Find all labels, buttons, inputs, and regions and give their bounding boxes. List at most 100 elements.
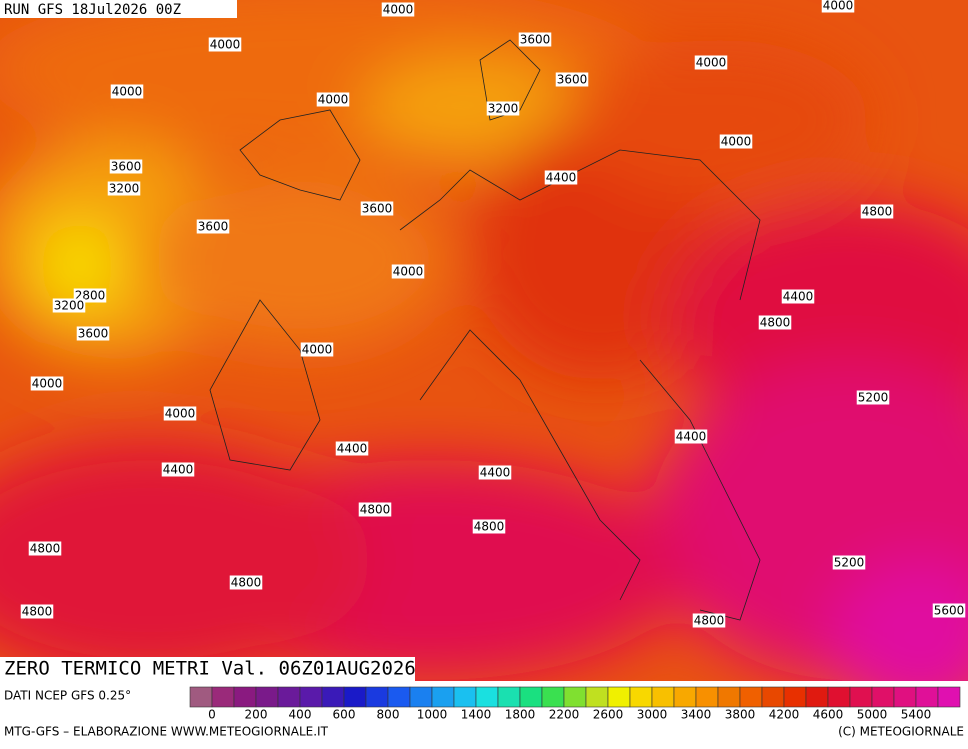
- header-box: [0, 0, 237, 18]
- colorbar-tick-label: 3400: [681, 708, 712, 722]
- contour-label-box: [109, 159, 143, 174]
- colorbar-swatch: [717, 686, 741, 708]
- colorbar-swatch: [343, 686, 367, 708]
- contour-label: 4400: [337, 442, 368, 456]
- colorbar-tick-label: 2200: [549, 708, 580, 722]
- contour-label: 5200: [858, 391, 889, 405]
- colorbar-swatch: [607, 686, 631, 708]
- colorbar-swatch: [849, 686, 873, 708]
- colorbar-tick-label: 4200: [769, 708, 800, 722]
- contour-label: 4400: [163, 463, 194, 477]
- contour-label-box: [52, 298, 86, 313]
- contour-label-box: [107, 181, 141, 196]
- contour-label-box: [76, 326, 110, 341]
- contour-label-box: [196, 219, 230, 234]
- contour-label: 3600: [78, 327, 109, 341]
- colorbar-swatch: [673, 686, 697, 708]
- colorbar-swatch: [563, 686, 587, 708]
- colorbar-swatch: [255, 686, 279, 708]
- colorbar-tick-label: 4600: [813, 708, 844, 722]
- contour-label-box: [20, 604, 54, 619]
- contour-label-box: [163, 406, 197, 421]
- colorbar-tick-label: 1000: [417, 708, 448, 722]
- colorbar-tick-label: 3800: [725, 708, 756, 722]
- contour-label-box: [229, 575, 263, 590]
- colorbar-swatch: [739, 686, 763, 708]
- contour-label-box: [758, 315, 792, 330]
- colorbar-swatch: [189, 686, 213, 708]
- colorbar-swatch: [541, 686, 565, 708]
- contour-label-box: [781, 289, 815, 304]
- contour-label: 4800: [231, 576, 262, 590]
- contour-label: 4800: [360, 503, 391, 517]
- colorbar-swatch: [915, 686, 939, 708]
- contour-label: 4000: [696, 56, 727, 70]
- contour-label-box: [391, 264, 425, 279]
- colorbar-swatch: [299, 686, 323, 708]
- colorbar-swatch: [409, 686, 433, 708]
- colorbar-swatch: [387, 686, 411, 708]
- contour-label: 4000: [210, 38, 241, 52]
- contour-label-box: [360, 201, 394, 216]
- colorbar-tick-label: 1400: [461, 708, 492, 722]
- colorbar-swatch: [475, 686, 499, 708]
- colorbar-tick-label: 3000: [637, 708, 668, 722]
- contour-label: 4400: [546, 171, 577, 185]
- colorbar-swatch: [233, 686, 257, 708]
- colorbar-tick-label: 600: [333, 708, 356, 722]
- contour-label-box: [486, 101, 520, 116]
- contour-label-box: [692, 613, 726, 628]
- contour-label-box: [208, 37, 242, 52]
- contour-label-box: [856, 390, 890, 405]
- contour-label-box: [832, 555, 866, 570]
- colorbar-swatch: [585, 686, 609, 708]
- footer-right: (C) METEOGIORNALE: [838, 725, 964, 739]
- contour-label: 4400: [676, 430, 707, 444]
- contour-label: 5200: [834, 556, 865, 570]
- contour-label-box: [860, 204, 894, 219]
- contour-label: 4800: [760, 316, 791, 330]
- colorbar-tick-label: 200: [245, 708, 268, 722]
- contour-label: 4000: [302, 343, 333, 357]
- contour-label-box: [821, 0, 855, 13]
- contour-label: 3600: [520, 33, 551, 47]
- contour-label: 4000: [721, 135, 752, 149]
- contour-label: 4800: [30, 542, 61, 556]
- source-label: DATI NCEP GFS 0.25°: [4, 689, 131, 703]
- colorbar-tick-label: 5000: [857, 708, 888, 722]
- colorbar-tick-label: 0: [208, 708, 216, 722]
- colorbar-swatch: [827, 686, 851, 708]
- contour-label: 3200: [54, 299, 85, 313]
- contour-label-box: [381, 2, 415, 17]
- contour-label: 4000: [318, 93, 349, 107]
- colorbar-swatch: [761, 686, 785, 708]
- contour-label-box: [472, 519, 506, 534]
- contour-label-box: [316, 92, 350, 107]
- colorbar-tick-label: 400: [289, 708, 312, 722]
- map: [0, 0, 968, 681]
- contour-label-box: [28, 541, 62, 556]
- contour-label-box: [478, 465, 512, 480]
- contour-label-box: [358, 502, 392, 517]
- map-title: ZERO TERMICO METRI Val. 06Z01AUG2026: [4, 658, 416, 680]
- contour-label: 3600: [198, 220, 229, 234]
- contour-label: 3200: [109, 182, 140, 196]
- contour-label-box: [694, 55, 728, 70]
- contour-label-box: [544, 170, 578, 185]
- contour-label: 4800: [22, 605, 53, 619]
- colorbar-swatch: [453, 686, 477, 708]
- colorbar-swatch: [629, 686, 653, 708]
- contour-label: 4000: [112, 85, 143, 99]
- colorbar-swatch: [497, 686, 521, 708]
- contour-label-box: [555, 72, 589, 87]
- colorbar-swatch: [893, 686, 917, 708]
- contour-label-box: [335, 441, 369, 456]
- colorbar-swatch: [277, 686, 301, 708]
- contour-label: 4000: [823, 0, 854, 13]
- colorbar-swatch: [431, 686, 455, 708]
- contour-label-box: [30, 376, 64, 391]
- contour-label-box: [674, 429, 708, 444]
- contour-label: 4000: [165, 407, 196, 421]
